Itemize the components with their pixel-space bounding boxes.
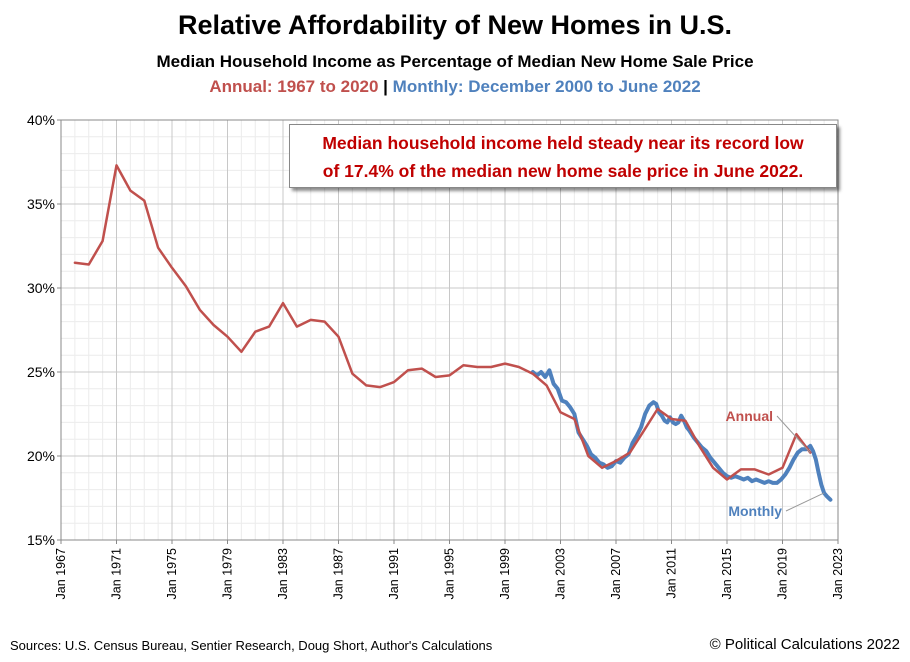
annual-series-label: Annual — [726, 408, 773, 424]
monthly-series-line — [530, 368, 833, 502]
y-tick-label: 25% — [27, 364, 55, 380]
callout-line-1: Median household income held steady near… — [322, 133, 804, 153]
chart-subtitle: Median Household Income as Percentage of… — [156, 52, 754, 71]
series-lines — [73, 164, 833, 502]
series-labels: Annual Monthly — [726, 408, 825, 519]
x-tick-label: Jan 1975 — [165, 548, 179, 599]
sources-note: Sources: U.S. Census Bureau, Sentier Res… — [10, 638, 493, 653]
x-tick-label: Jan 1999 — [498, 548, 512, 599]
range-separator: | — [383, 77, 388, 96]
monthly-series-label: Monthly — [728, 503, 782, 519]
y-tick-label: 35% — [27, 196, 55, 212]
x-tick-label: Jan 1971 — [110, 548, 124, 599]
x-tick-label: Jan 1991 — [387, 548, 401, 599]
y-tick-label: 30% — [27, 280, 55, 296]
x-tick-label: Jan 1979 — [221, 548, 235, 599]
copyright-note: © Political Calculations 2022 — [709, 636, 900, 653]
x-tick-label: Jan 2015 — [720, 548, 734, 599]
annotation-callout: Median household income held steady near… — [289, 124, 837, 188]
chart-date-ranges: Annual: 1967 to 2020 | Monthly: December… — [0, 77, 910, 97]
x-tick-label: Jan 1967 — [54, 548, 68, 599]
chart-axes: 15% 20% 25% 30% 35% 40% Jan 1967 Jan 1971 Jan 19… — [27, 112, 845, 599]
x-tick-label: Jan 2023 — [831, 548, 845, 599]
annual-series-line — [73, 164, 812, 481]
annual-range-label: Annual: 1967 to 2020 — [209, 77, 379, 96]
annual-leader-line — [776, 415, 811, 453]
y-tick-label: 20% — [27, 448, 55, 464]
x-tick-label: Jan 2007 — [609, 548, 623, 599]
y-tick-label: 40% — [27, 112, 55, 128]
chart-title: Relative Affordability of New Homes in U… — [177, 10, 733, 40]
monthly-range-label: Monthly: December 2000 to June 2022 — [392, 77, 701, 96]
monthly-leader-line — [785, 492, 825, 512]
x-tick-label: Jan 1987 — [332, 548, 346, 599]
x-tick-label: Jan 1983 — [276, 548, 290, 599]
x-tick-label: Jan 2003 — [554, 548, 568, 599]
y-tick-label: 15% — [27, 532, 55, 548]
x-tick-label: Jan 1995 — [443, 548, 457, 599]
callout-line-2: of 17.4% of the median new home sale pri… — [322, 161, 804, 181]
x-tick-label: Jan 2019 — [776, 548, 790, 599]
x-tick-label: Jan 2011 — [665, 548, 679, 599]
